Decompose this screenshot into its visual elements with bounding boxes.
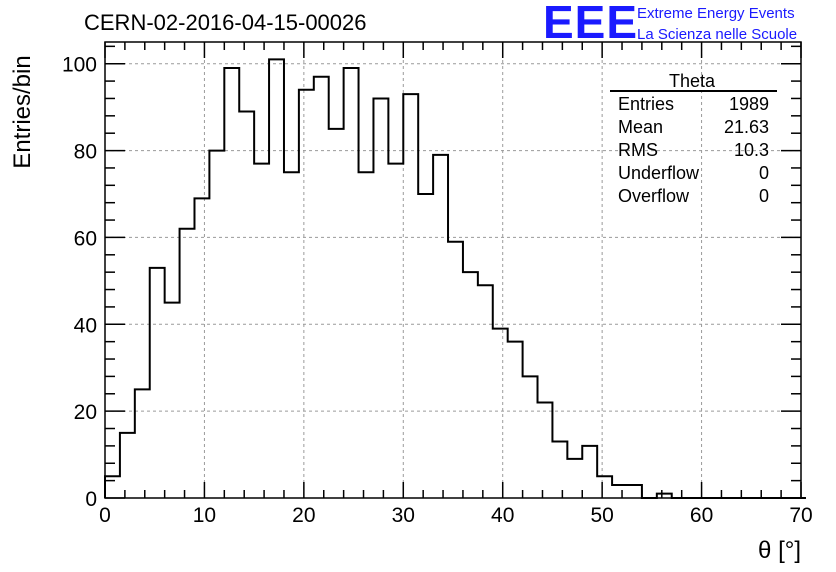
histogram-outline [104,58,806,499]
stats-row-label: Overflow [618,186,690,206]
histogram-bin [105,476,120,498]
eee-logo-line2: La Scienza nelle Scuole [637,26,798,43]
stats-box: Theta Entries 1989 Mean 21.63 RMS 10.3 Underfl… [610,71,777,206]
histogram-bin [403,94,418,498]
histogram-bin [493,329,508,498]
chart-title: CERN-02-2016-04-15-00026 [84,10,367,35]
x-tick-label: 50 [590,504,613,527]
histogram-bin [165,303,180,498]
histogram-bin [194,198,209,498]
tick-labels: 0 10 20 30 40 50 60 70 0 20 40 60 80 100 [62,54,813,527]
histogram-bin [627,485,642,498]
y-tick-label: 80 [74,141,97,164]
histogram-bin [180,229,195,498]
stats-title: Theta [669,71,716,91]
x-tick-label: 40 [491,504,514,527]
x-tick-label: 0 [99,504,111,527]
histogram-bin [239,111,254,498]
y-tick-label: 0 [85,488,97,511]
histogram-bin [433,155,448,498]
x-tick-label: 30 [392,504,415,527]
histogram-bin [120,433,135,498]
x-tick-label: 20 [292,504,315,527]
stats-row-value: 1989 [729,94,769,114]
grid-layer [105,42,801,498]
stats-row-value: 0 [759,163,769,183]
eee-logo-mark: EEE [543,0,639,48]
histogram-bin [612,485,627,498]
histogram-bin [359,172,374,498]
stats-row-value: 21.63 [724,117,769,137]
stats-row-value: 0 [759,186,769,206]
histogram-bin [329,129,344,498]
histogram-bin [135,389,150,498]
histogram-bin [254,164,269,498]
eee-logo-line1: Extreme Energy Events [637,5,795,22]
stats-row-label: Mean [618,117,663,137]
histogram-bin [344,68,359,498]
histogram-bin [463,272,478,498]
histogram-layer [104,58,806,499]
plot-frame [104,41,802,499]
x-tick-label: 60 [690,504,713,527]
histogram-bin [552,442,567,498]
y-axis-title: Entries/bin [9,55,36,168]
y-tick-label: 60 [74,227,97,250]
stats-row-label: Underflow [618,163,700,183]
x-tick-label: 70 [789,504,812,527]
histogram-bin [269,59,284,498]
histogram-bin [373,98,388,498]
histogram-bin [418,194,433,498]
histogram-bin [448,242,463,498]
histogram-bin [224,68,239,498]
eee-logo: EEE Extreme Energy Events La Scienza nel… [543,0,833,48]
histogram-bin [523,376,538,498]
stats-row-label: RMS [618,140,658,160]
stats-rows: Entries 1989 Mean 21.63 RMS 10.3 Underflow 0 Ove… [618,94,769,206]
y-tick-label: 40 [74,314,97,337]
histogram-bin [567,459,582,498]
x-tick-label: 10 [193,504,216,527]
histogram-bin [284,172,299,498]
histogram-bin [314,77,329,498]
axis-ticks [104,42,802,499]
histogram-bin [597,476,612,498]
histogram-bin [508,342,523,498]
histogram-bin [150,268,165,498]
stats-row-value: 10.3 [734,140,769,160]
stats-row-label: Entries [618,94,674,114]
histogram-bin [478,285,493,498]
x-axis-title: θ [°] [758,537,801,564]
histogram-bin [209,151,224,498]
y-tick-label: 100 [62,54,97,77]
histogram-bin [582,446,597,498]
histogram-bin [388,164,403,498]
plot-border [104,41,802,499]
histogram-bin [538,402,553,498]
y-tick-label: 20 [74,401,97,424]
